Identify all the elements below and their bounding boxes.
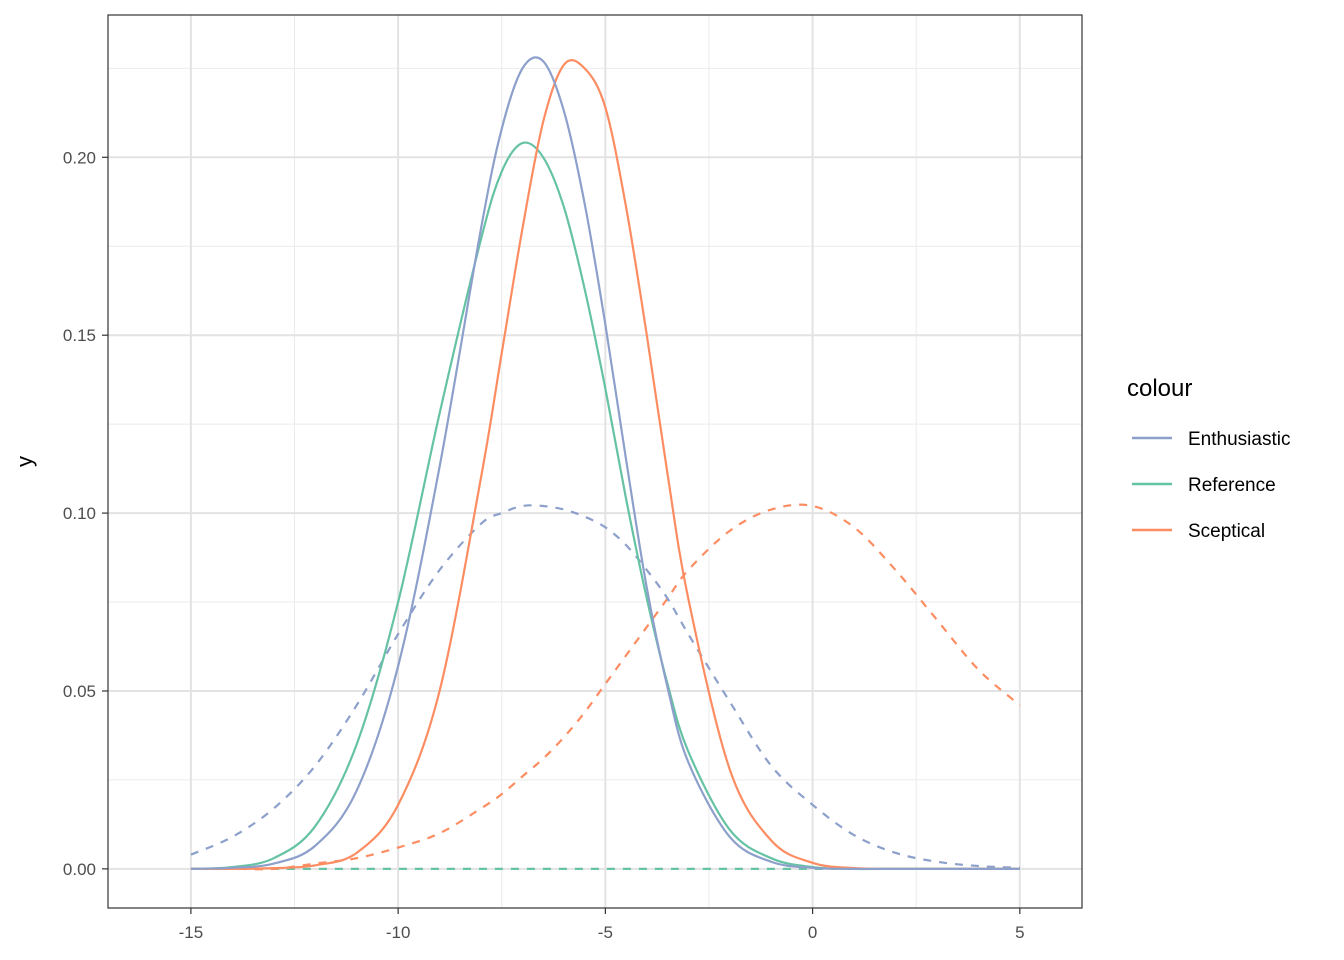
grid-major — [108, 15, 1082, 908]
legend: colour Enthusiastic Reference Sceptical — [1127, 375, 1290, 542]
grid-minor — [108, 15, 1082, 908]
x-tick-label: -10 — [386, 923, 411, 942]
panel-border — [107, 14, 1083, 909]
series-enthusiastic-solid — [190, 56, 1020, 871]
y-axis: 0.00 0.05 0.10 0.15 0.20 — [63, 148, 108, 879]
x-tick-label: -15 — [179, 923, 204, 942]
legend-label-enthusiastic: Enthusiastic — [1188, 429, 1290, 450]
legend-label-reference: Reference — [1188, 475, 1276, 496]
legend-title: colour — [1127, 375, 1192, 402]
x-tick-label: 5 — [1015, 923, 1024, 942]
legend-label-sceptical: Sceptical — [1188, 521, 1265, 542]
series-sceptical-dashed — [190, 503, 1021, 871]
x-tick-label: 0 — [808, 923, 817, 942]
y-tick-label: 0.10 — [63, 504, 96, 523]
y-tick-label: 0.05 — [63, 682, 96, 701]
y-tick-label: 0.00 — [63, 860, 96, 879]
series-enthusiastic-dashed — [190, 504, 1020, 869]
y-axis-title: y — [12, 456, 37, 467]
series-layer — [190, 56, 1021, 871]
y-tick-label: 0.15 — [63, 326, 96, 345]
series-sceptical-solid — [190, 59, 1020, 871]
x-tick-label: -5 — [598, 923, 613, 942]
x-axis: -15 -10 -5 0 5 — [179, 908, 1025, 942]
y-tick-label: 0.20 — [63, 148, 96, 167]
